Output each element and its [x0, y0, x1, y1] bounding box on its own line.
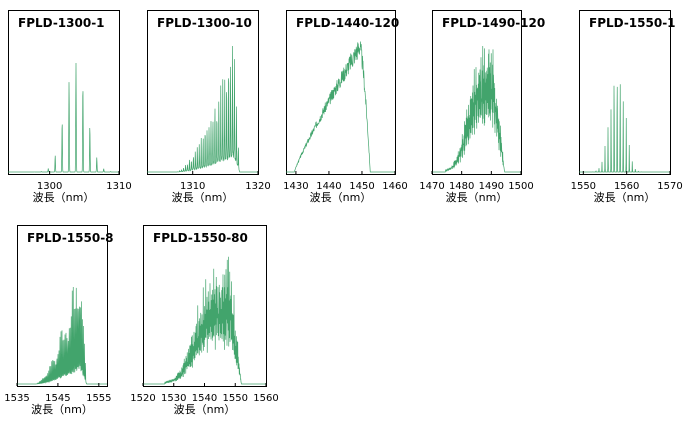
- x-tick-label: 1310: [180, 181, 205, 192]
- x-axis-label: 波長（nm）: [310, 191, 372, 204]
- chart-title: FPLD-1490-120: [442, 16, 545, 30]
- x-tick-label: 1310: [106, 181, 131, 192]
- x-axis-label: 波長（nm）: [31, 403, 93, 416]
- spectrum-chart-3: FPLD-1440-120 1430 1440 1450 1460 波長（nm）: [283, 10, 408, 204]
- x-tick-label: 1560: [614, 181, 639, 192]
- spectrum-trace: [286, 41, 395, 173]
- x-tick-label: 1570: [657, 181, 682, 192]
- x-axis-label: 波長（nm）: [172, 191, 234, 204]
- chart-title: FPLD-1440-120: [296, 16, 399, 30]
- x-tick-label: 1480: [449, 181, 474, 192]
- x-tick-label: 1550: [223, 393, 248, 404]
- x-tick-label: 1300: [37, 181, 62, 192]
- chart-title: FPLD-1550-1: [589, 16, 676, 30]
- spectrum-trace: [147, 45, 258, 173]
- x-tick-label: 1535: [4, 393, 29, 404]
- x-tick-label: 1440: [316, 181, 341, 192]
- x-tick-label: 1430: [283, 181, 308, 192]
- x-axis-label: 波長（nm）: [446, 191, 508, 204]
- plot-frame: [286, 10, 396, 175]
- plot-frame: [579, 10, 671, 175]
- plot-frame: [143, 225, 267, 387]
- x-tick-label: 1320: [245, 181, 270, 192]
- spectrum-trace: [579, 84, 670, 173]
- x-tick-label: 1450: [349, 181, 374, 192]
- x-tick-label: 1520: [130, 393, 155, 404]
- spectrum-trace: [8, 62, 119, 173]
- plot-frame: [8, 10, 120, 175]
- x-tick-label: 1460: [382, 181, 407, 192]
- x-axis-label: 波長（nm）: [174, 403, 236, 416]
- spectrum-chart-2: FPLD-1300-10 1310 1320 波長（nm）: [147, 10, 271, 204]
- x-tick-label: 1540: [192, 393, 217, 404]
- spectrum-chart-7: FPLD-1550-80 1520 1530 1540 1550 1560 波長（nm）: [130, 225, 279, 416]
- x-tick-label: 1530: [161, 393, 186, 404]
- x-tick-label: 1500: [508, 181, 533, 192]
- x-tick-label: 1490: [479, 181, 504, 192]
- chart-title: FPLD-1550-8: [27, 231, 114, 245]
- chart-title: FPLD-1300-10: [157, 16, 252, 30]
- x-tick-label: 1470: [419, 181, 444, 192]
- spectrum-trace: [17, 287, 107, 385]
- x-tick-label: 1555: [86, 393, 111, 404]
- x-axis-label: 波長（nm）: [33, 191, 95, 204]
- chart-title: FPLD-1300-1: [18, 16, 105, 30]
- spectrum-trace: [143, 256, 266, 385]
- x-tick-label: 1560: [253, 393, 278, 404]
- x-tick-label: 1550: [571, 181, 596, 192]
- spectrum-chart-1: FPLD-1300-1 1300 1310 波長（nm）: [8, 10, 132, 204]
- x-tick-label: 1545: [45, 393, 70, 404]
- x-axis-label: 波長（nm）: [594, 191, 656, 204]
- chart-title: FPLD-1550-80: [153, 231, 248, 245]
- spectrum-trace: [432, 45, 521, 173]
